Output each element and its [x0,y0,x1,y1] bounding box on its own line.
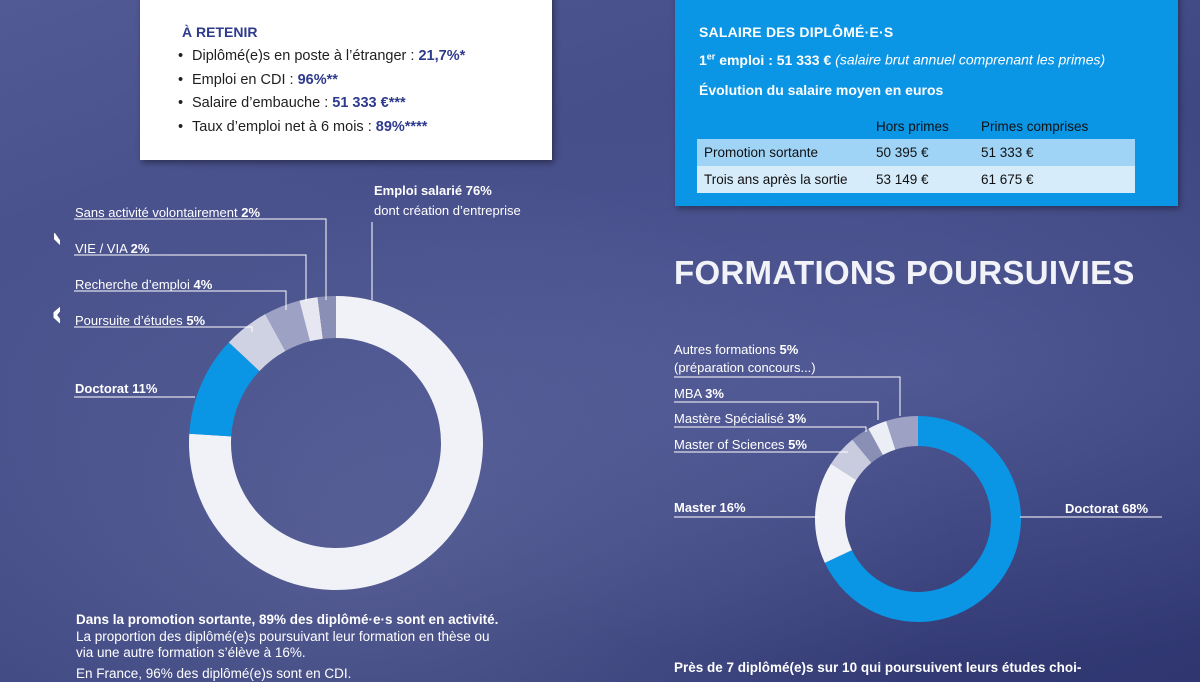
label-master: Master 16% [674,500,746,515]
formations-title: FORMATIONS POURSUIVIES [674,254,1135,291]
leader-line [74,218,327,300]
first-job-salary: 1er emploi : 51 333 € (salaire brut annu… [699,51,1106,68]
right-summary-text: Près de 7 diplômé(e)s sur 10 qui poursui… [674,660,1082,675]
leader-line [674,401,879,420]
table-row: Trois ans après la sortie 53 149 € 61 67… [697,166,1135,193]
key-figures-title: À RETENIR [182,24,258,40]
label-doctorat-formations: Doctorat 68% [1065,501,1149,516]
key-figures-list: • Diplômé(e)s en poste à l’étranger : 21,… [178,45,465,139]
table-header: Primes comprises [975,113,1135,139]
list-item: • Salaire d’embauche : 51 333 €*** [178,95,406,111]
donut-slice-mba [868,421,896,456]
donut-slice-master [815,463,857,563]
leader-line [74,326,253,332]
label-emploi-salarie: Emploi salarié 76% [374,183,492,198]
donut-slice-vie-via [299,297,323,342]
status-donut-chart [189,296,483,590]
label-poursuite-etudes: Poursuite d’études 5% [75,313,206,328]
salary-evolution-title: Évolution du salaire moyen en euros [699,82,944,98]
label-autres-formations: Autres formations 5% [674,342,799,357]
salary-title: SALAIRE DES DIPLÔMÉ·E·S [699,24,894,40]
table-header [697,113,870,139]
label-mastere-specialise: Mastère Spécialisé 3% [674,411,807,426]
salary-table: Hors primes Primes comprises Promotion s… [697,113,1135,193]
label-autres-formations-sub: (préparation concours...) [674,360,816,375]
leader-line [674,376,901,416]
label-emploi-salarie-sub: dont création d’entreprise [374,203,521,218]
formations-donut-chart [815,416,1021,623]
donut-slice-doctorat [189,342,260,437]
donut-slice-doctorat [824,416,1021,623]
donut-slice-mast-re-sp-cialis- [852,428,883,463]
donut-slice-poursuite-d-tudes [228,314,286,372]
table-row: Promotion sortante 50 395 € 51 333 € [697,139,1135,166]
list-item: • Diplômé(e)s en poste à l’étranger : 21,… [178,48,466,64]
salary-box: SALAIRE DES DIPLÔMÉ·E·S 1er emploi : 51 … [675,0,1178,206]
label-master-of-sciences: Master of Sciences 5% [674,437,807,452]
list-item: • Taux d’emploi net à 6 mois : 89%**** [178,118,428,135]
leader-line [74,290,287,310]
leader-line [74,254,307,302]
label-sans-activite: Sans activité volontairement 2% [75,205,261,220]
list-item: • Emploi en CDI : 96%** [178,71,338,88]
table-header: Hors primes [870,113,975,139]
label-mba: MBA 3% [674,386,724,401]
donut-slice-master-of-sciences [831,439,872,480]
left-summary-text: Dans la promotion sortante, 89% des dipl… [76,612,499,681]
label-vie-via: VIE / VIA 2% [75,241,150,256]
leader-line [674,426,867,432]
donut-slice-recherche-d-emploi [265,300,310,351]
donut-slice-autres-formations [886,416,918,450]
key-figures-box: À RETENIR • Diplômé(e)s en poste à l’étra… [140,0,552,160]
label-doctorat: Doctorat 11% [75,381,158,396]
label-recherche-emploi: Recherche d’emploi 4% [75,277,213,292]
leader-lines [74,218,1162,518]
donut-slice-sans-activit-volontairement [317,296,336,339]
